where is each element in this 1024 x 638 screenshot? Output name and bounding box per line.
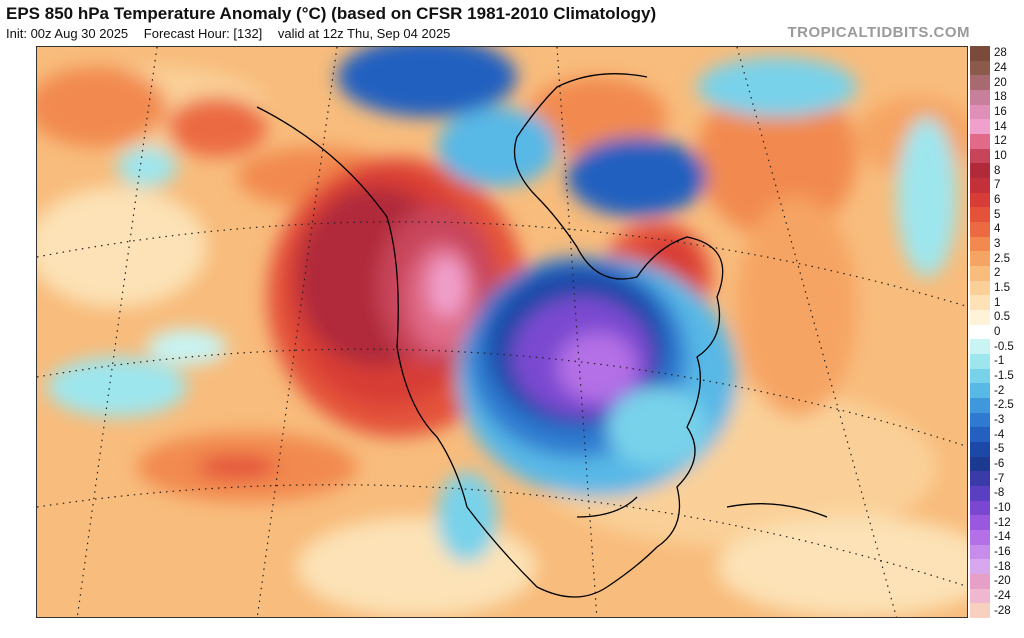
legend-label: -8 — [994, 487, 1005, 500]
legend-label: 2.5 — [994, 252, 1010, 265]
legend-swatch — [970, 280, 990, 296]
legend-label: 10 — [994, 150, 1007, 162]
legend-label: -1 — [994, 355, 1005, 368]
legend-label: -12 — [994, 516, 1011, 529]
legend-label: -5 — [994, 443, 1005, 456]
legend-swatch — [970, 192, 990, 208]
legend-swatch — [970, 588, 990, 604]
legend-swatch — [970, 442, 990, 458]
legend-label: -16 — [994, 546, 1011, 558]
legend-label: -28 — [994, 604, 1011, 617]
legend-label: 24 — [994, 62, 1007, 74]
map-canvas — [37, 47, 967, 617]
legend-swatch — [970, 603, 990, 619]
legend-label: 12 — [994, 135, 1007, 148]
legend-label: 1.5 — [994, 282, 1010, 294]
legend-swatch — [970, 324, 990, 340]
legend-swatch — [970, 90, 990, 106]
legend-label: -2.5 — [994, 399, 1014, 412]
legend-swatch — [970, 339, 990, 355]
legend-label: 28 — [994, 47, 1007, 60]
legend-swatch — [970, 236, 990, 252]
legend-swatch — [970, 456, 990, 472]
legend-label: 2 — [994, 267, 1001, 280]
legend-swatch — [970, 46, 990, 62]
legend-label: 7 — [994, 179, 1001, 192]
legend-swatch — [970, 471, 990, 487]
legend-label: -6 — [994, 458, 1005, 470]
legend-swatch — [970, 500, 990, 516]
anomaly-map — [36, 46, 968, 618]
legend-label: -4 — [994, 428, 1005, 441]
legend-swatch — [970, 574, 990, 590]
legend-label: -7 — [994, 472, 1005, 485]
brand-watermark: TROPICALTIDBITS.COM — [787, 24, 970, 41]
legend-swatch — [970, 60, 990, 76]
legend-swatch — [970, 530, 990, 546]
legend-label: 3 — [994, 238, 1001, 250]
valid-time: valid at 12z Thu, Sep 04 2025 — [277, 26, 451, 41]
legend-label: 5 — [994, 208, 1001, 221]
legend-swatch — [970, 515, 990, 531]
legend-label: -3 — [994, 414, 1005, 426]
legend-label: -0.5 — [994, 340, 1014, 353]
legend-swatch — [970, 368, 990, 384]
legend-label: -20 — [994, 575, 1011, 588]
legend-swatch — [970, 266, 990, 282]
legend-label: 16 — [994, 106, 1007, 118]
coastlines — [256, 73, 828, 598]
legend-swatch — [970, 310, 990, 326]
legend-swatch — [970, 559, 990, 575]
legend-label: -1.5 — [994, 370, 1014, 382]
forecast-hour: Forecast Hour: [132] — [143, 26, 263, 41]
legend-label: 18 — [994, 91, 1007, 104]
legend-swatch — [970, 222, 990, 238]
color-legend: 28 24 20 18 16 14 12 10 8 7 6 5 4 3 2.5 2 1.5 1 0.5 0 -0.5 -1… — [970, 46, 1022, 619]
map-subtitle: Init: 00z Aug 30 2025 Forecast Hour: [13… — [6, 26, 462, 41]
legend-label: -2 — [994, 384, 1005, 397]
legend-swatch — [970, 354, 990, 370]
legend-swatch — [970, 486, 990, 502]
legend-swatch — [970, 134, 990, 150]
legend-label: 20 — [994, 76, 1007, 89]
legend-swatch — [970, 251, 990, 267]
legend-label: 1 — [994, 296, 1001, 309]
lat-lon-grid — [37, 47, 967, 617]
legend-label: 0 — [994, 326, 1001, 338]
legend-label: 6 — [994, 194, 1001, 206]
legend-swatch — [970, 412, 990, 428]
legend-label: 8 — [994, 164, 1001, 177]
map-title: EPS 850 hPa Temperature Anomaly (°C) (ba… — [6, 4, 657, 23]
anomaly-field — [37, 47, 967, 617]
legend-label: -24 — [994, 590, 1011, 602]
legend-label: -14 — [994, 531, 1011, 544]
legend-swatch — [970, 178, 990, 194]
legend-swatch — [970, 427, 990, 443]
legend-label: 0.5 — [994, 311, 1010, 324]
legend-swatch — [970, 295, 990, 311]
legend-label: 4 — [994, 223, 1001, 236]
legend-swatch — [970, 207, 990, 223]
legend-swatch — [970, 383, 990, 399]
legend-swatch — [970, 148, 990, 164]
legend-label: -18 — [994, 560, 1011, 573]
legend-swatch — [970, 544, 990, 560]
legend-label: -10 — [994, 502, 1011, 514]
legend-swatch — [970, 119, 990, 135]
legend-label: 14 — [994, 120, 1007, 133]
init-time: Init: 00z Aug 30 2025 — [6, 26, 129, 41]
legend-swatch — [970, 398, 990, 414]
legend-swatch — [970, 75, 990, 91]
legend-swatch — [970, 163, 990, 179]
legend-swatch — [970, 104, 990, 120]
